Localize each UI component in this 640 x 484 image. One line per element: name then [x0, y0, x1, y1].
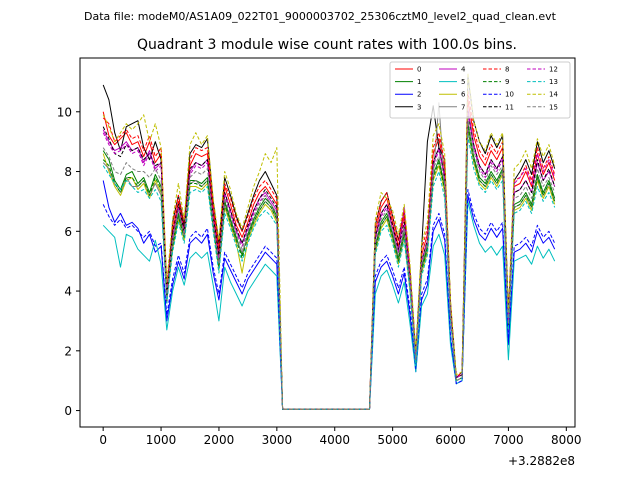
series-layer — [102, 72, 556, 410]
chart-title: Quadrant 3 module wise count rates with … — [137, 37, 517, 53]
series-line-11 — [102, 111, 556, 410]
y-tick-label: 10 — [57, 105, 72, 119]
legend-label-13: 13 — [549, 78, 558, 86]
legend-label-3: 3 — [417, 103, 421, 111]
y-axis: 0 2 4 6 8 10 — [57, 105, 80, 418]
y-tick-label: 6 — [64, 225, 72, 239]
x-offset-label: +3.2882e8 — [508, 454, 575, 468]
legend-label-8: 8 — [505, 66, 509, 74]
legend-label-12: 12 — [549, 66, 558, 74]
y-tick-label: 8 — [64, 165, 72, 179]
legend-label-5: 5 — [461, 78, 465, 86]
y-tick-label: 0 — [64, 404, 72, 418]
legend-label-7: 7 — [461, 103, 465, 111]
plot-frame — [79, 57, 576, 428]
x-tick-label: 0 — [99, 433, 107, 447]
legend-label-15: 15 — [549, 103, 558, 111]
legend-label-10: 10 — [505, 91, 514, 99]
legend-label-11: 11 — [505, 103, 514, 111]
legend-box — [389, 61, 571, 119]
series-line-13 — [102, 135, 556, 410]
legend-label-1: 1 — [417, 78, 421, 86]
series-line-9 — [102, 126, 556, 410]
figure-suptitle: Data file: modeM0/AS1A09_022T01_90000037… — [84, 10, 557, 23]
legend-label-9: 9 — [505, 78, 509, 86]
legend-label-2: 2 — [417, 91, 421, 99]
x-tick-label: 3000 — [262, 433, 293, 447]
legend-label-14: 14 — [549, 91, 558, 99]
x-tick-label: 4000 — [319, 433, 350, 447]
legend-label-4: 4 — [461, 66, 466, 74]
x-tick-label: 8000 — [551, 433, 582, 447]
y-tick-label: 4 — [64, 285, 72, 299]
x-tick-label: 2000 — [204, 433, 235, 447]
legend-label-6: 6 — [461, 91, 466, 99]
series-line-2 — [102, 180, 556, 410]
series-line-15 — [102, 117, 556, 410]
x-tick-label: 5000 — [377, 433, 408, 447]
x-tick-label: 1000 — [146, 433, 177, 447]
legend-label-0: 0 — [417, 66, 421, 74]
x-tick-label: 6000 — [435, 433, 466, 447]
series-line-14 — [102, 72, 556, 410]
x-axis: 0 1000 2000 3000 4000 5000 6000 7000 8000 — [99, 427, 582, 447]
x-tick-label: 7000 — [493, 433, 524, 447]
y-tick-label: 2 — [64, 344, 72, 358]
